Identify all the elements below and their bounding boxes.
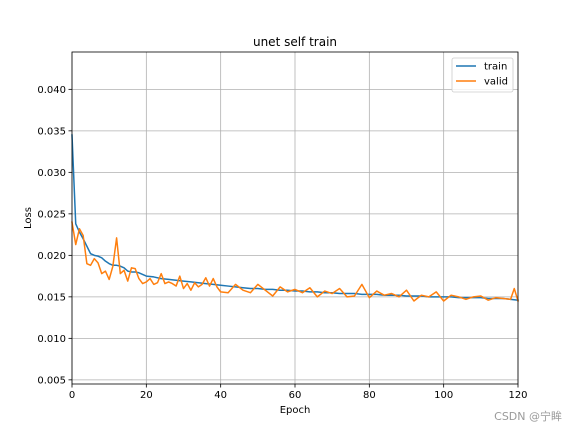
y-axis-ticks: 0.005 0.010 0.015 0.020 0.025 0.030 0.035 0.040	[37, 85, 72, 386]
y-tick-label: 0.015	[37, 292, 66, 303]
legend: train valid	[451, 57, 514, 93]
y-tick-label: 0.005	[37, 375, 66, 386]
y-tick-label: 0.010	[37, 334, 66, 345]
series-layer	[71, 134, 519, 302]
x-tick-label: 100	[434, 390, 453, 401]
legend-valid-label: valid	[484, 77, 508, 88]
y-tick-label: 0.020	[37, 251, 66, 262]
x-tick-label: 40	[214, 390, 227, 401]
y-axis-label: Loss	[23, 207, 34, 229]
legend-train-label: train	[484, 62, 507, 73]
y-tick-label: 0.035	[37, 126, 66, 137]
y-tick-label: 0.025	[37, 209, 66, 220]
y-tick-label: 0.030	[37, 168, 66, 179]
series-line-train	[71, 134, 519, 301]
x-axis-label: Epoch	[280, 405, 311, 416]
x-tick-label: 60	[289, 390, 302, 401]
y-tick-label: 0.040	[37, 85, 66, 96]
x-tick-label: 20	[140, 390, 153, 401]
chart-title: unet self train	[253, 35, 337, 49]
x-tick-label: 80	[363, 390, 376, 401]
x-tick-label: 120	[508, 390, 527, 401]
x-axis-ticks: 0 20 40 60 80 100 120	[69, 384, 528, 401]
watermark: CSDN @宁眸	[494, 409, 562, 423]
series-line-valid	[71, 221, 519, 302]
x-tick-label: 0	[69, 390, 75, 401]
